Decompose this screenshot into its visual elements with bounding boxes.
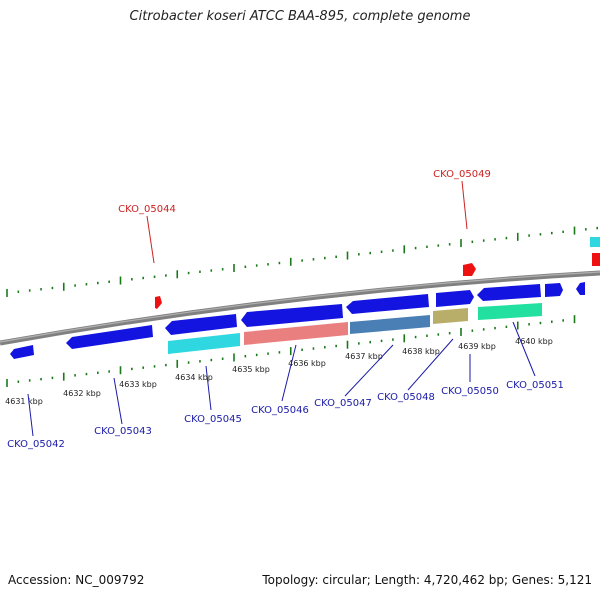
gene-block-olive[interactable] bbox=[433, 308, 468, 324]
kbp-label-4640: 4640 kbp bbox=[515, 337, 553, 346]
gene-label-cko05050[interactable]: CKO_05050 bbox=[441, 386, 499, 397]
gene-label-cko05043[interactable]: CKO_05043 bbox=[94, 426, 152, 437]
kbp-label-4636: 4636 kbp bbox=[288, 359, 326, 368]
gene-arrow-cko05047-blue[interactable] bbox=[346, 294, 429, 314]
gene-block-teal[interactable] bbox=[478, 303, 542, 320]
kbp-label-4639: 4639 kbp bbox=[458, 342, 496, 351]
gene-arrow-cko05051-blue[interactable] bbox=[545, 283, 563, 297]
genome-backbone-highlight bbox=[0, 271, 600, 343]
gene-arrow-small-right[interactable] bbox=[576, 282, 585, 295]
gene-arrow-cko05050-blue[interactable] bbox=[477, 284, 541, 301]
gene-arrow-cko05046-blue[interactable] bbox=[241, 304, 343, 327]
gene-label-cko05047[interactable]: CKO_05047 bbox=[314, 398, 372, 409]
gene-label-cko05048[interactable]: CKO_05048 bbox=[377, 392, 435, 403]
kbp-label-4631: 4631 kbp bbox=[5, 397, 43, 406]
gene-label-cko05051[interactable]: CKO_05051 bbox=[506, 380, 564, 391]
leader-cko05044 bbox=[146, 215, 155, 264]
gene-arrow-cko05043[interactable] bbox=[66, 325, 153, 349]
red-gene-marker-edge[interactable] bbox=[592, 253, 600, 266]
gene-arrow-cko05045-blue[interactable] bbox=[165, 314, 237, 335]
gene-label-cko05045[interactable]: CKO_05045 bbox=[184, 414, 242, 425]
kbp-label-4632: 4632 kbp bbox=[63, 389, 101, 398]
genome-summary-text: Topology: circular; Length: 4,720,462 bp… bbox=[262, 573, 592, 587]
kbp-label-4637: 4637 kbp bbox=[345, 352, 383, 361]
kbp-label-4634: 4634 kbp bbox=[175, 373, 213, 382]
leader-cko05047 bbox=[344, 344, 394, 397]
leader-cko05049 bbox=[461, 180, 468, 230]
leader-cko05048 bbox=[407, 338, 454, 391]
kbp-label-4638: 4638 kbp bbox=[402, 347, 440, 356]
gene-label-cko05049[interactable]: CKO_05049 bbox=[433, 169, 491, 180]
gene-label-cko05042[interactable]: CKO_05042 bbox=[7, 439, 65, 450]
gene-arrow-cko05048-blue[interactable] bbox=[436, 290, 474, 307]
genome-backbone bbox=[0, 270, 600, 346]
accession-text: Accession: NC_009792 bbox=[8, 573, 145, 587]
red-gene-marker-2[interactable] bbox=[463, 263, 476, 276]
gene-block-steel[interactable] bbox=[350, 315, 430, 334]
gene-block-salmon[interactable] bbox=[244, 322, 348, 345]
leader-cko05045 bbox=[205, 365, 212, 411]
lower-tick-row bbox=[6, 315, 576, 387]
map-title: Citrobacter koseri ATCC BAA-895, complet… bbox=[129, 9, 471, 24]
upper-tick-row bbox=[6, 226, 599, 297]
leader-cko05046 bbox=[281, 344, 297, 402]
red-gene-marker-1[interactable] bbox=[155, 296, 162, 309]
gene-label-cko05046[interactable]: CKO_05046 bbox=[251, 405, 309, 416]
gene-block-cyan[interactable] bbox=[168, 333, 240, 354]
gene-arrow-cko05042[interactable] bbox=[10, 345, 34, 359]
gene-label-cko05044[interactable]: CKO_05044 bbox=[118, 204, 176, 215]
leader-cko05051 bbox=[512, 321, 536, 377]
cyan-gene-marker-edge[interactable] bbox=[590, 237, 600, 247]
leader-cko05042 bbox=[27, 393, 34, 437]
kbp-label-4635: 4635 kbp bbox=[232, 365, 270, 374]
kbp-label-4633: 4633 kbp bbox=[119, 380, 157, 389]
leader-cko05043 bbox=[113, 377, 123, 425]
